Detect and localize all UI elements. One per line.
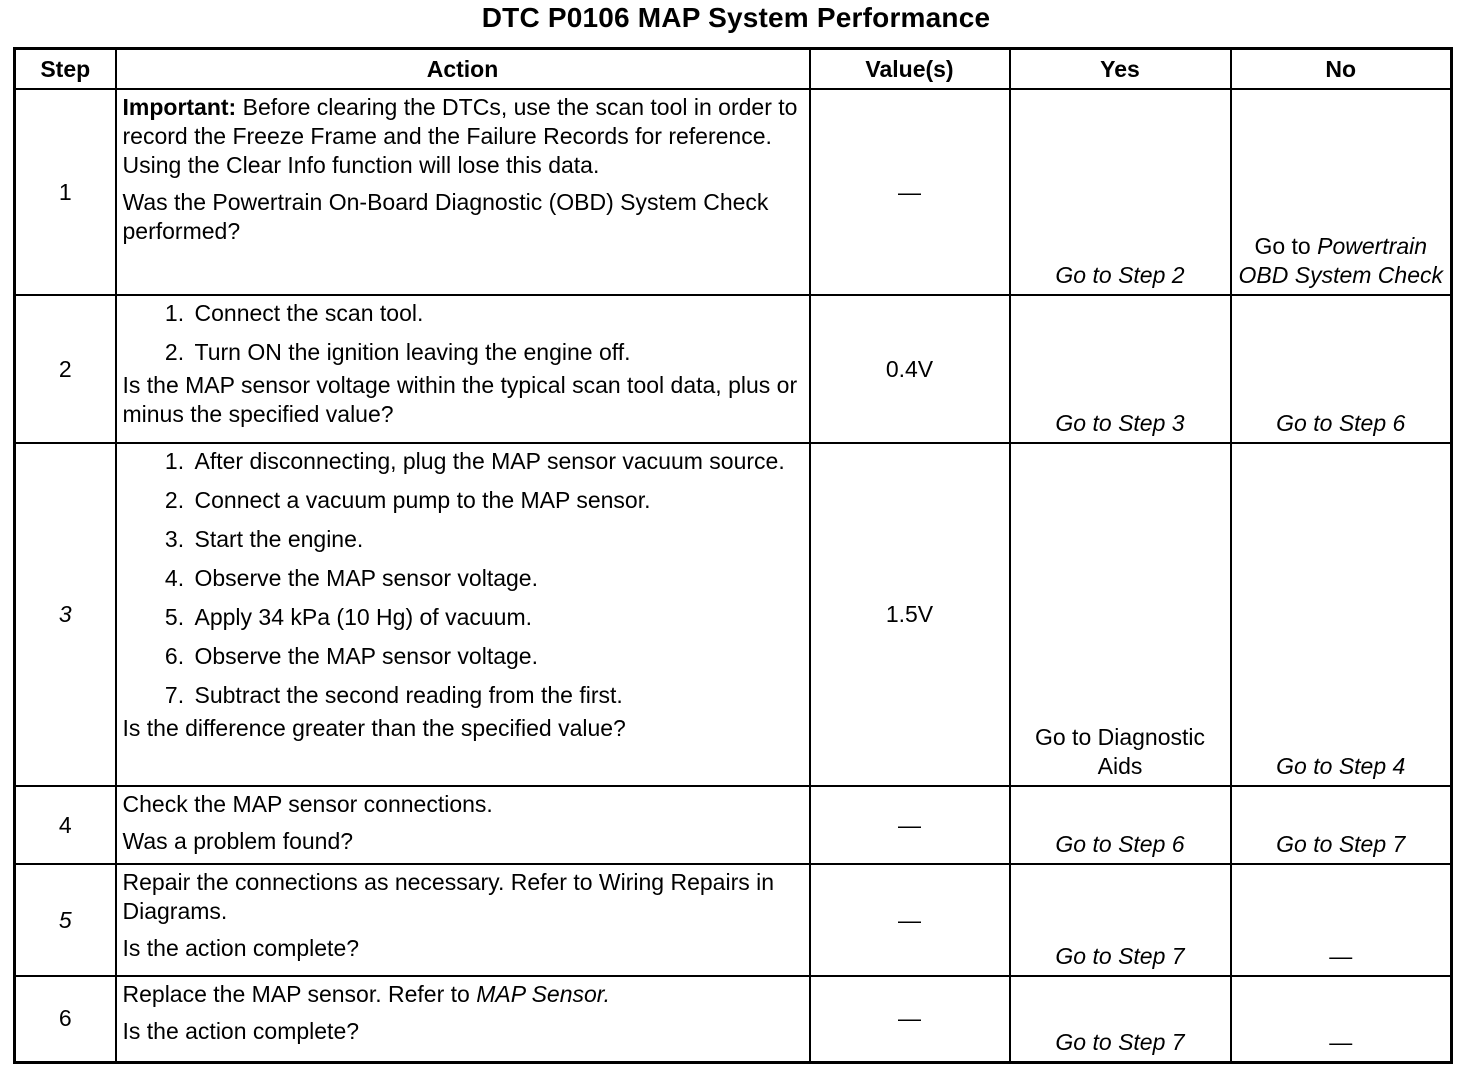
- value-cell: —: [808, 863, 1011, 977]
- action-text-prefix: Replace the MAP sensor. Refer to: [122, 981, 477, 1007]
- yes-cell: Go to Step 3: [1008, 294, 1232, 444]
- yes-link[interactable]: Go to Diagnostic Aids: [1034, 724, 1206, 779]
- no-link[interactable]: Go to Step 6: [1276, 410, 1406, 436]
- action-question: Is the difference greater than the speci…: [122, 715, 626, 741]
- no-link[interactable]: Go to Step 4: [1276, 753, 1406, 779]
- document-title: DTC P0106 MAP System Performance: [481, 2, 991, 33]
- instruction-list: After disconnecting, plug the MAP sensor…: [123, 447, 803, 710]
- instruction-item: Start the engine.: [191, 525, 803, 554]
- yes-link[interactable]: Go to Step 7: [1055, 1028, 1185, 1055]
- action-cell: Important: Before clearing the DTCs, use…: [114, 88, 811, 296]
- yes-cell: Go to Step 7: [1008, 975, 1232, 1063]
- no-cell: Go to Powertrain OBD System Check: [1229, 88, 1453, 296]
- action-question: Is the action complete?: [122, 935, 360, 961]
- instruction-item: Connect a vacuum pump to the MAP sensor.: [191, 486, 803, 515]
- no-cell: —: [1229, 863, 1453, 977]
- value-cell: —: [808, 975, 1011, 1063]
- table-row: 1 Important: Before clearing the DTCs, u…: [13, 88, 1453, 296]
- step-number: 3: [13, 442, 117, 787]
- yes-link[interactable]: Go to Step 6: [1055, 831, 1185, 857]
- diagnostic-table: Step Action Value(s) Yes No 1 Important:…: [13, 47, 1453, 1064]
- action-text: Check the MAP sensor connections.: [122, 791, 493, 817]
- value-cell: —: [808, 88, 1011, 296]
- instruction-item: Connect the scan tool.: [191, 299, 803, 328]
- yes-cell: Go to Step 6: [1008, 785, 1232, 865]
- important-text: Before clearing the DTCs, use the scan t…: [122, 94, 798, 178]
- important-note: Important: Before clearing the DTCs, use…: [123, 93, 803, 180]
- instruction-item: Observe the MAP sensor voltage.: [191, 642, 803, 671]
- instruction-item: Subtract the second reading from the fir…: [191, 681, 803, 710]
- action-question: Is the MAP sensor voltage within the typ…: [122, 372, 798, 427]
- yes-link[interactable]: Go to Step 2: [1055, 262, 1185, 288]
- instruction-item: Turn ON the ignition leaving the engine …: [191, 338, 803, 367]
- table-row: 2 Connect the scan tool. Turn ON the ign…: [13, 294, 1453, 444]
- header-yes: Yes: [1008, 47, 1232, 90]
- value-cell: —: [808, 785, 1011, 865]
- header-step: Step: [13, 47, 117, 90]
- action-cell: Replace the MAP sensor. Refer to MAP Sen…: [114, 975, 811, 1063]
- no-cell: Go to Step 7: [1229, 785, 1453, 865]
- instruction-item: After disconnecting, plug the MAP sensor…: [191, 447, 803, 476]
- step-number: 2: [13, 294, 117, 444]
- header-row: Step Action Value(s) Yes No: [13, 47, 1453, 90]
- no-cell: —: [1229, 975, 1453, 1063]
- header-no: No: [1229, 47, 1453, 90]
- step-number: 6: [13, 975, 117, 1063]
- yes-cell: Go to Diagnostic Aids: [1008, 442, 1232, 787]
- action-text: Repair the connections as necessary. Ref…: [122, 869, 775, 924]
- step-number: 4: [13, 785, 117, 865]
- step-number: 5: [13, 863, 117, 977]
- action-cell: Check the MAP sensor connections. Was a …: [114, 785, 811, 865]
- step-number: 1: [13, 88, 117, 296]
- no-cell: Go to Step 6: [1229, 294, 1453, 444]
- no-value: —: [1329, 943, 1353, 969]
- no-value: —: [1329, 1028, 1353, 1055]
- value-cell: 1.5V: [808, 442, 1011, 787]
- header-action: Action: [114, 47, 811, 90]
- no-link[interactable]: Go to Step 7: [1276, 831, 1406, 857]
- map-sensor-link[interactable]: MAP Sensor.: [476, 981, 611, 1007]
- action-question: Is the action complete?: [122, 1018, 360, 1044]
- header-values: Value(s): [808, 47, 1011, 90]
- action-cell: Connect the scan tool. Turn ON the ignit…: [114, 294, 811, 444]
- yes-cell: Go to Step 2: [1008, 88, 1232, 296]
- action-cell: Repair the connections as necessary. Ref…: [114, 863, 811, 977]
- yes-link[interactable]: Go to Step 3: [1055, 410, 1185, 436]
- yes-link[interactable]: Go to Step 7: [1055, 943, 1185, 969]
- table-row: 3 After disconnecting, plug the MAP sens…: [13, 442, 1453, 787]
- action-text: Replace the MAP sensor. Refer to MAP Sen…: [123, 980, 803, 1009]
- no-prefix: Go to: [1254, 233, 1318, 259]
- no-cell: Go to Step 4: [1229, 442, 1453, 787]
- instruction-item: Apply 34 kPa (10 Hg) of vacuum.: [191, 603, 803, 632]
- instruction-list: Connect the scan tool. Turn ON the ignit…: [123, 299, 803, 367]
- value-cell: 0.4V: [808, 294, 1011, 444]
- instruction-item: Observe the MAP sensor voltage.: [191, 564, 803, 593]
- table-row: 6 Replace the MAP sensor. Refer to MAP S…: [13, 975, 1453, 1063]
- action-question: Was a problem found?: [122, 828, 354, 854]
- yes-cell: Go to Step 7: [1008, 863, 1232, 977]
- no-link[interactable]: Powertrain OBD System Check: [1238, 233, 1444, 288]
- table-row: 5 Repair the connections as necessary. R…: [13, 863, 1453, 977]
- table-row: 4 Check the MAP sensor connections. Was …: [13, 785, 1453, 865]
- action-question: Was the Powertrain On-Board Diagnostic (…: [122, 189, 769, 244]
- important-label: Important:: [122, 94, 237, 120]
- action-cell: After disconnecting, plug the MAP sensor…: [114, 442, 811, 787]
